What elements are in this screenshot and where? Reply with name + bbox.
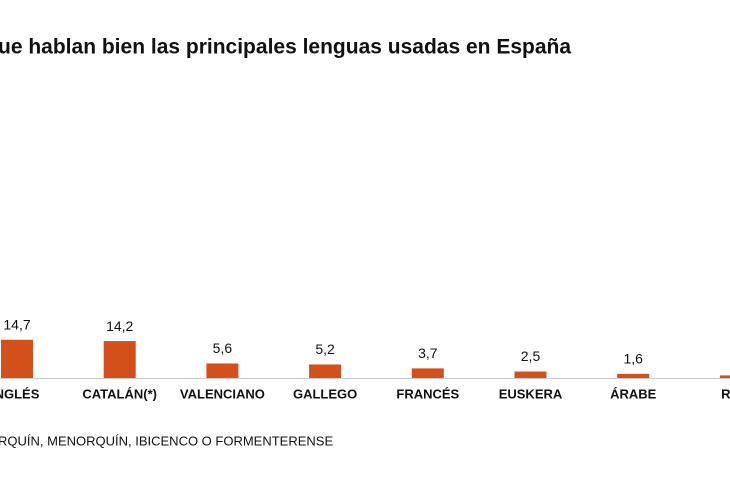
x-tick-label: CATALÁN(*) — [82, 386, 157, 401]
value-label: 3,7 — [418, 345, 438, 361]
value-label: 1,6 — [623, 351, 643, 367]
bar — [617, 373, 650, 378]
value-label: 2,5 — [521, 348, 541, 364]
bar — [1, 339, 33, 378]
value-label: 5,6 — [213, 340, 233, 356]
x-tick-label: EUSKERA — [499, 386, 563, 401]
bar — [103, 341, 136, 378]
x-tick-label: VALENCIANO — [180, 386, 265, 401]
x-tick-label: GALLEGO — [293, 386, 357, 401]
value-label: 5,2 — [315, 341, 335, 357]
x-tick-label: NGLÉS — [0, 386, 40, 401]
x-tick-label: FRANCÉS — [396, 386, 459, 401]
bar — [309, 364, 342, 378]
bar — [206, 363, 239, 378]
chart-title: ue hablan bien las principales lenguas u… — [0, 36, 571, 59]
x-tick-label: RUM — [721, 386, 730, 401]
footnote: RQUÍN, MENORQUÍN, IBICENCO O FORMENTEREN… — [0, 433, 333, 448]
bar — [411, 368, 444, 378]
value-label: 14,2 — [106, 318, 133, 334]
bar — [514, 371, 547, 378]
value-label: 14,7 — [3, 316, 30, 332]
bar — [719, 375, 730, 378]
x-tick-label: ÁRABE — [610, 386, 657, 401]
